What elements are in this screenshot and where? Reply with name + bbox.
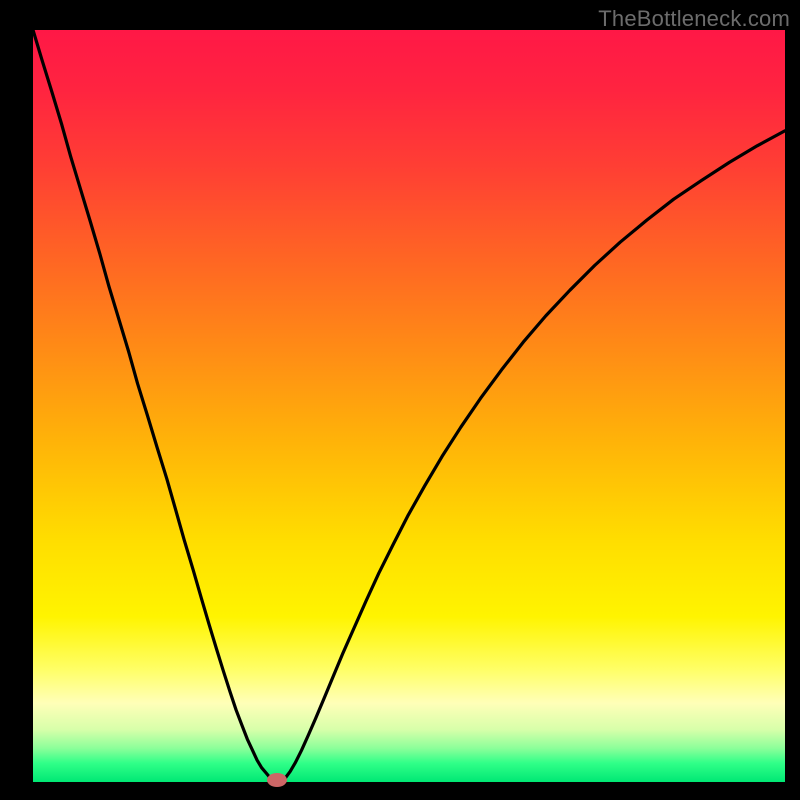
- plot-background: [33, 30, 785, 782]
- min-point-marker: [267, 773, 287, 787]
- watermark-text: TheBottleneck.com: [598, 6, 790, 32]
- chart-frame: TheBottleneck.com: [0, 0, 800, 800]
